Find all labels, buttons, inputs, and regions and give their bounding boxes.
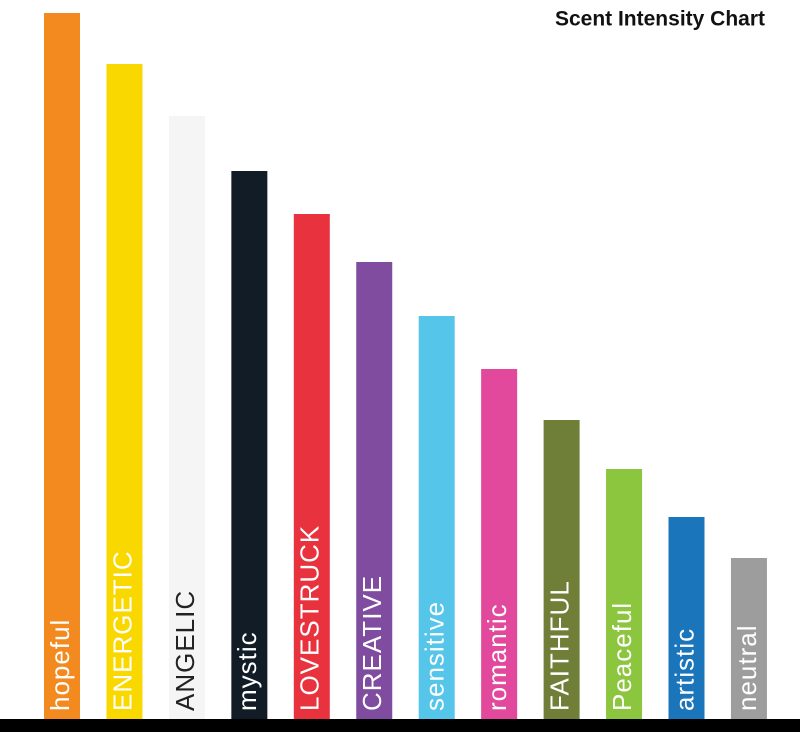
bar: [168, 116, 205, 719]
chart-title: Scent Intensity Chart: [555, 8, 765, 31]
baseline: [0, 719, 800, 732]
bar-label: LOVESTRUCK: [295, 525, 325, 711]
bar-label: sensitive: [420, 601, 450, 711]
bar: [293, 214, 330, 719]
bar: [668, 517, 705, 719]
bar-label: CREATIVE: [357, 575, 387, 711]
bar-label: FAITHFUL: [544, 580, 574, 711]
bar-label: ENERGETIC: [107, 550, 137, 711]
bar: [231, 171, 268, 719]
bar: [44, 13, 80, 719]
bar-label: mystic: [232, 631, 262, 711]
bar: [106, 64, 143, 719]
bar: [418, 316, 455, 719]
bar-label: Peaceful: [607, 602, 637, 711]
bar-label: romantic: [482, 603, 512, 711]
bar: [543, 420, 580, 719]
bar-label: hopeful: [45, 619, 75, 711]
bar: [481, 369, 518, 719]
bar: [356, 262, 393, 719]
bar-label: ANGELIC: [170, 590, 200, 711]
bar-label: artistic: [669, 628, 699, 711]
bar-label: neutral: [732, 625, 762, 712]
bar: [606, 469, 643, 719]
bar: [730, 558, 767, 719]
